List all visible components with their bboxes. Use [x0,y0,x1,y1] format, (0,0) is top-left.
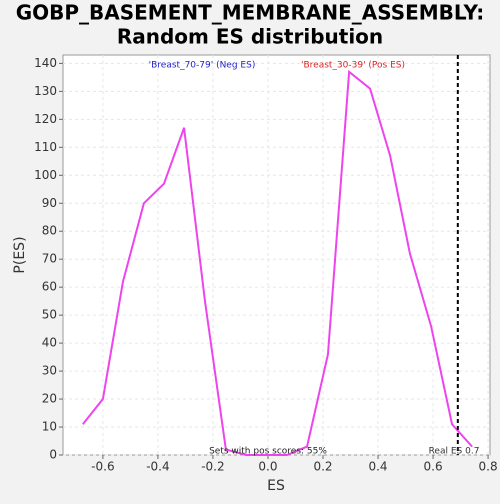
y-tick-label: 0 [49,448,57,462]
annotation: 'Breast_70-79' (Neg ES) [149,61,256,71]
chart-title: GOBP_BASEMENT_MEMBRANE_ASSEMBLY: [16,1,485,25]
annotation: Sets with pos scores: 55% [209,447,327,457]
y-tick-label: 120 [34,112,57,126]
y-tick-label: 110 [34,140,57,154]
y-tick-label: 50 [42,308,57,322]
y-tick-label: 140 [34,56,57,70]
x-tick-label: -0.2 [201,460,224,474]
plot-area [62,54,491,456]
x-tick-label: -0.6 [91,460,114,474]
y-tick-label: 90 [42,196,57,210]
y-tick-label: 60 [42,280,57,294]
x-tick-label: 0.2 [313,460,332,474]
y-tick-label: 30 [42,364,57,378]
y-tick-label: 70 [42,252,57,266]
x-tick-label: 0.6 [424,460,443,474]
x-tick-label: 0.0 [258,460,277,474]
y-tick-label: 80 [42,224,57,238]
real-es-label: Real ES 0.7 [429,447,480,457]
chart-subtitle: Random ES distribution [117,25,383,49]
x-tick-label: 0.4 [368,460,387,474]
y-tick-label: 20 [42,392,57,406]
y-tick-label: 40 [42,336,57,350]
y-tick-label: 10 [42,420,57,434]
y-tick-label: 130 [34,84,57,98]
x-tick-label: 0.8 [479,460,498,474]
x-axis-label: ES [267,478,285,494]
series-line [82,69,473,456]
y-axis-label: P(ES) [12,236,28,273]
y-tick-label: 100 [34,168,57,182]
annotation: 'Breast_30-39' (Pos ES) [301,61,405,71]
x-tick-label: -0.4 [146,460,169,474]
